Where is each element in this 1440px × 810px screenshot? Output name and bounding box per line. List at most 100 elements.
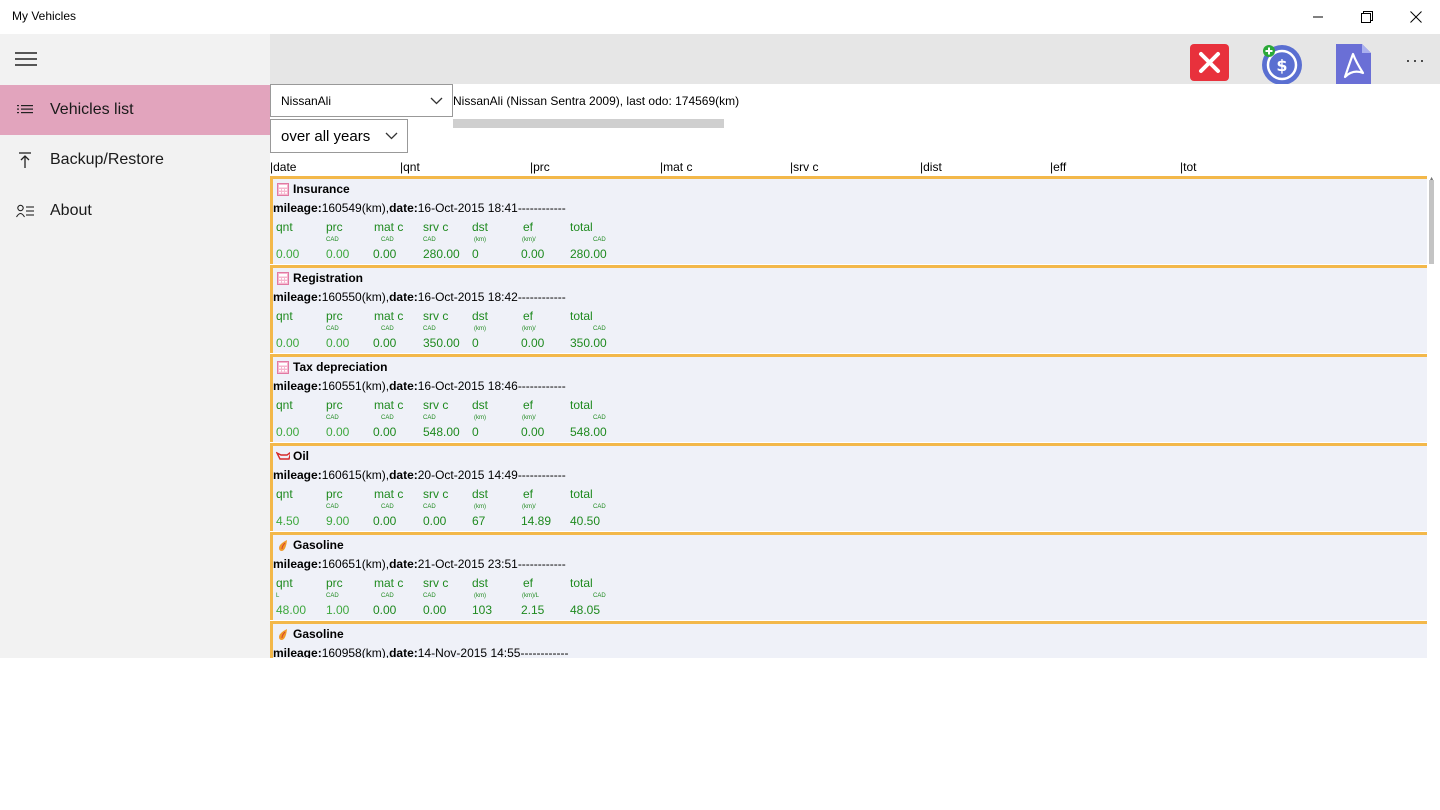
fuel-drop-icon: [276, 538, 290, 552]
dash-separator: ------------: [517, 557, 566, 571]
mileage-value: 160958(km),: [321, 646, 390, 658]
field-unit-prc: CAD: [326, 237, 339, 243]
field-unit-mat: CAD: [381, 593, 394, 599]
entry-meta: mileage:160549(km),date:16-Oct-2015 18:4…: [273, 201, 566, 215]
field-label-qnt: qnt: [276, 220, 293, 234]
field-unit-qnt: L: [276, 593, 280, 599]
field-label-ef: ef: [523, 398, 534, 412]
column-header-qnt[interactable]: |qnt: [400, 160, 420, 174]
field-unit-ef: (km)/: [522, 415, 536, 421]
entry-meta: mileage:160550(km),date:16-Oct-2015 18:4…: [273, 290, 566, 304]
field-label-srv: srv c: [423, 309, 449, 323]
column-header-eff[interactable]: |eff: [1050, 160, 1067, 174]
column-header-date[interactable]: |date: [270, 160, 297, 174]
field-value-prc: 0.00: [326, 425, 350, 439]
field-value-prc: 1.00: [326, 603, 350, 617]
vehicle-dropdown-value: NissanAli: [281, 93, 332, 108]
field-value-mat: 0.00: [373, 425, 397, 439]
hamburger-menu-button[interactable]: [0, 34, 52, 84]
column-header-mat-c[interactable]: |mat c: [660, 160, 693, 174]
nav-item-backup-restore[interactable]: Backup/Restore: [0, 135, 270, 185]
column-header-dist[interactable]: |dist: [920, 160, 942, 174]
period-dropdown[interactable]: over all years: [270, 119, 408, 153]
period-dropdown-value: over all years: [281, 127, 371, 145]
field-value-dst: 0: [472, 247, 479, 261]
expense-entry[interactable]: Registration mileage:160550(km),date:16-O…: [270, 265, 1427, 353]
nav-label: Vehicles list: [50, 101, 134, 118]
nav-item-about[interactable]: About: [0, 186, 270, 236]
nav-label: Backup/Restore: [50, 151, 164, 168]
scroll-up-arrow[interactable]: ▲: [1428, 176, 1435, 183]
minimize-button[interactable]: [1295, 0, 1341, 34]
field-value-ef: 0.00: [521, 247, 545, 261]
column-header-srv-c[interactable]: |srv c: [790, 160, 819, 174]
date-value: 20-Oct-2015 14:49: [417, 468, 518, 482]
field-label-qnt: qnt: [276, 398, 293, 412]
chevron-down-icon: [430, 97, 443, 104]
field-value-srv: 0.00: [423, 514, 447, 528]
date-label: date:: [389, 201, 418, 215]
field-unit-dst: (km): [474, 593, 486, 599]
title-bar: My Vehicles: [0, 0, 1440, 34]
expense-list[interactable]: Insurance mileage:160549(km),date:16-Oct-…: [270, 176, 1427, 658]
restore-button[interactable]: [1344, 0, 1390, 34]
dash-separator: ------------: [517, 379, 566, 393]
vehicle-dropdown[interactable]: NissanAli: [270, 84, 453, 117]
date-label: date:: [389, 646, 418, 658]
expense-entry[interactable]: Tax depreciation mileage:160551(km),date:…: [270, 354, 1427, 442]
field-value-dst: 67: [472, 514, 486, 528]
expense-entry[interactable]: Gasoline mileage:160958(km),date:14-Nov-2…: [270, 621, 1427, 658]
entry-title: Insurance: [276, 182, 350, 196]
field-value-mat: 0.00: [373, 336, 397, 350]
field-label-dst: dst: [472, 487, 489, 501]
date-value: 16-Oct-2015 18:41: [417, 201, 518, 215]
expense-entry[interactable]: Gasoline mileage:160651(km),date:21-Oct-2…: [270, 532, 1427, 620]
chevron-down-icon: [385, 132, 398, 140]
field-label-mat: mat c: [374, 398, 404, 412]
field-label-dst: dst: [472, 220, 489, 234]
column-header-tot[interactable]: |tot: [1180, 160, 1197, 174]
vehicle-summary: NissanAli (Nissan Sentra 2009), last odo…: [453, 94, 740, 108]
mileage-label: mileage:: [273, 646, 322, 658]
field-unit-ef: (km)/: [522, 326, 536, 332]
field-value-srv: 0.00: [423, 603, 447, 617]
field-label-dst: dst: [472, 309, 489, 323]
field-label-qnt: qnt: [276, 309, 293, 323]
oil-can-icon: [276, 449, 290, 463]
close-window-button[interactable]: [1393, 0, 1439, 34]
minimize-icon: [1313, 16, 1323, 18]
mileage-value: 160549(km),: [321, 201, 390, 215]
delete-button[interactable]: [1190, 42, 1230, 82]
field-label-qnt: qnt: [276, 576, 293, 590]
column-header-prc[interactable]: |prc: [530, 160, 550, 174]
scrollbar-thumb[interactable]: [1429, 180, 1434, 264]
field-label-ef: ef: [523, 309, 534, 323]
entry-meta: mileage:160615(km),date:20-Oct-2015 14:4…: [273, 468, 566, 482]
expense-entry[interactable]: Insurance mileage:160549(km),date:16-Oct-…: [270, 176, 1427, 264]
field-unit-total: CAD: [593, 237, 606, 243]
more-options-button[interactable]: ···: [1405, 50, 1426, 70]
mileage-label: mileage:: [273, 290, 322, 304]
upload-icon: [0, 152, 50, 168]
expense-entry[interactable]: Oil mileage:160615(km),date:20-Oct-2015 1…: [270, 443, 1427, 531]
delete-x-icon: [1190, 44, 1229, 81]
field-value-total: 548.00: [570, 425, 607, 439]
field-value-ef: 0.00: [521, 336, 545, 350]
nav-label: About: [50, 202, 92, 219]
dash-separator: ------------: [517, 290, 566, 304]
field-label-srv: srv c: [423, 220, 449, 234]
add-expense-button[interactable]: $: [1260, 42, 1302, 85]
field-value-prc: 0.00: [326, 336, 350, 350]
field-unit-total: CAD: [593, 504, 606, 510]
field-label-srv: srv c: [423, 398, 449, 412]
field-label-mat: mat c: [374, 309, 404, 323]
field-value-qnt: 4.50: [276, 514, 300, 528]
field-label-total: total: [570, 309, 593, 323]
nav-item-vehicles-list[interactable]: Vehicles list: [0, 85, 270, 135]
field-value-total: 280.00: [570, 247, 607, 261]
export-pdf-button[interactable]: [1336, 42, 1376, 84]
field-value-total: 40.50: [570, 514, 601, 528]
field-unit-mat: CAD: [381, 415, 394, 421]
entry-type: Tax depreciation: [293, 360, 388, 374]
field-value-srv: 350.00: [423, 336, 460, 350]
